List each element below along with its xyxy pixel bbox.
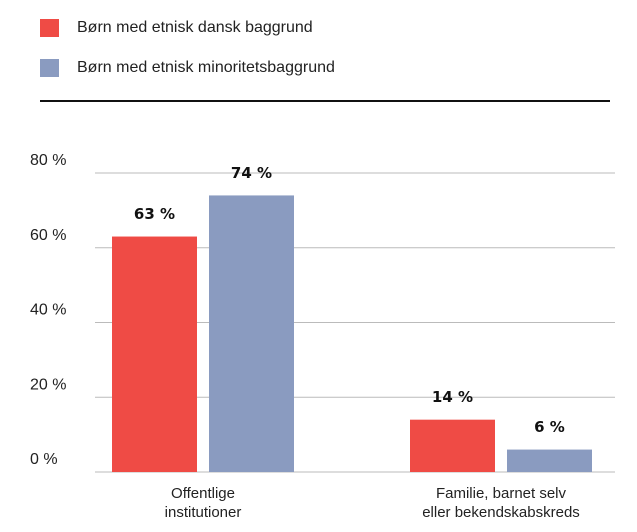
x-tick-label: Familie, barnet selv eller bekendskabskr… bbox=[422, 485, 580, 521]
legend-swatch bbox=[40, 59, 59, 77]
bar bbox=[112, 236, 197, 472]
y-tick-label: 60 % bbox=[30, 227, 66, 244]
data-label: 6 % bbox=[534, 418, 565, 436]
bar bbox=[209, 195, 294, 473]
x-tick-label: Offentlige institutioner bbox=[164, 485, 242, 521]
y-tick-label: 20 % bbox=[30, 376, 66, 393]
y-tick-label: 0 % bbox=[30, 451, 58, 468]
data-label: 14 % bbox=[432, 388, 473, 406]
legend-label: Børn med etnisk minoritetsbaggrund bbox=[77, 59, 335, 76]
bar bbox=[410, 419, 495, 472]
bar bbox=[507, 449, 592, 472]
y-tick-label: 80 % bbox=[30, 152, 66, 169]
legend-swatch bbox=[40, 19, 59, 37]
data-label: 63 % bbox=[134, 205, 175, 223]
data-label: 74 % bbox=[231, 164, 272, 182]
y-tick-label: 40 % bbox=[30, 302, 66, 319]
legend-label: Børn med etnisk dansk baggrund bbox=[77, 19, 313, 36]
